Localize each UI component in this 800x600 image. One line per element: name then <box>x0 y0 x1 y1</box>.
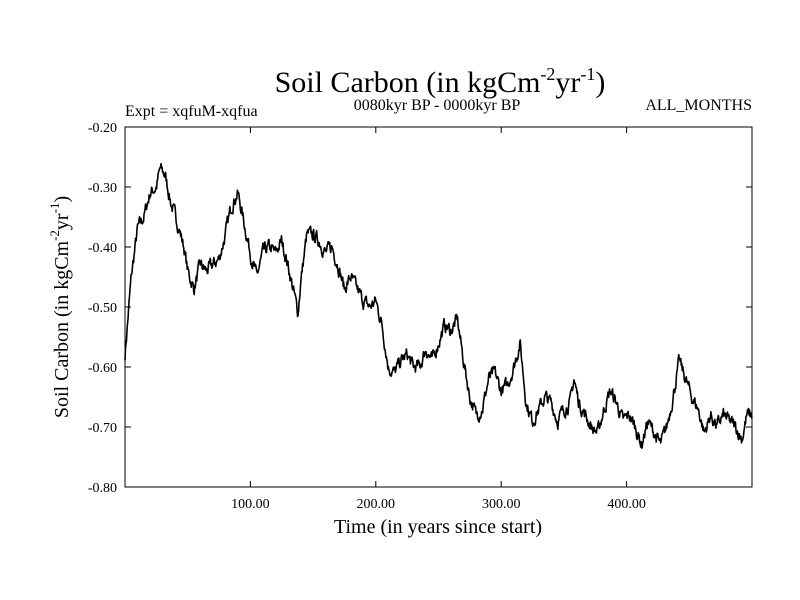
subtitle-center: 0080kyr BP - 0000kyr BP <box>354 97 521 114</box>
x-tick-label: 300.00 <box>482 497 521 512</box>
y-tick-label: -0.20 <box>88 121 117 136</box>
x-tick-label: 200.00 <box>357 497 396 512</box>
x-axis: 100.00 200.00 300.00 400.00 <box>231 127 646 512</box>
subtitle-right: ALL_MONTHS <box>645 97 752 114</box>
chart-title: Soil Carbon (in kgCm-2yr-1) <box>275 64 606 99</box>
y-tick-label: -0.40 <box>88 241 117 256</box>
y-tick-label: -0.30 <box>88 181 117 196</box>
y-tick-label: -0.70 <box>88 421 117 436</box>
x-axis-label: Time (in years since start) <box>334 516 542 538</box>
x-tick-label: 400.00 <box>607 497 646 512</box>
y-axis-label: Soil Carbon (in kgCm-2yr-1) <box>47 196 73 418</box>
y-axis: -0.20 -0.30 -0.40 -0.50 -0.60 -0.70 -0.80 <box>88 121 752 496</box>
y-tick-label: -0.60 <box>88 361 117 376</box>
y-tick-label: -0.80 <box>88 481 117 496</box>
subtitle-left: Expt = xqfuM-xqfua <box>125 103 258 120</box>
y-tick-label: -0.50 <box>88 301 117 316</box>
x-tick-label: 100.00 <box>231 497 270 512</box>
series-line <box>124 162 753 449</box>
